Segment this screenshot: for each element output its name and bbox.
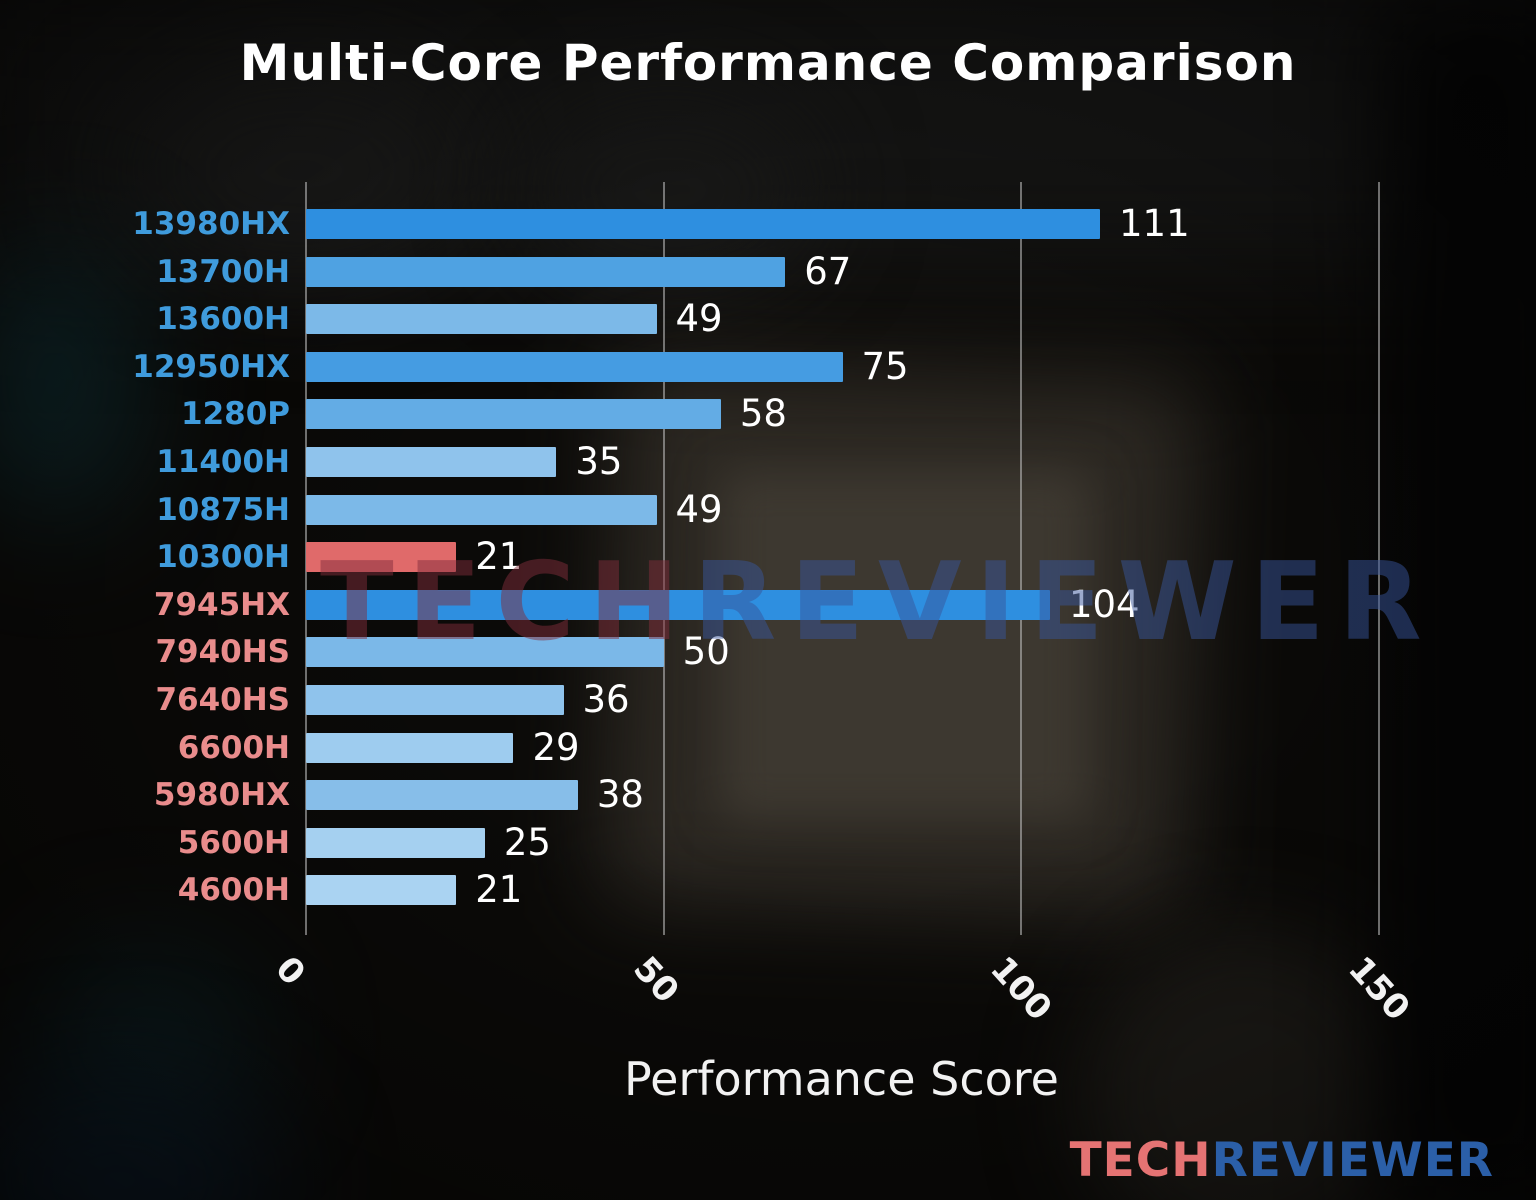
- chart-title: Multi-Core Performance Comparison: [239, 34, 1297, 92]
- value-label-5600H: 25: [503, 820, 551, 864]
- gridline-x-100: [1020, 182, 1023, 935]
- category-label-10875H: 10875H: [156, 491, 290, 528]
- category-label-7945HX: 7945HX: [153, 586, 290, 623]
- value-label-13700H: 67: [804, 249, 852, 293]
- bar-13700H: [306, 256, 786, 287]
- category-label-13700H: 13700H: [156, 253, 290, 290]
- category-label-12950HX: 12950HX: [132, 348, 290, 385]
- category-label-13600H: 13600H: [156, 301, 290, 338]
- value-label-4600H: 21: [475, 868, 523, 912]
- value-label-13600H: 49: [675, 297, 723, 341]
- bar-13980HX: [306, 209, 1101, 239]
- value-label-7640HS: 36: [582, 678, 630, 721]
- bar-6600H: [306, 732, 514, 763]
- category-label-6600H: 6600H: [177, 729, 290, 766]
- bar-13600H: [306, 304, 657, 335]
- bar-4600H: [306, 875, 457, 906]
- bar-7940HS: [306, 637, 664, 668]
- bar-10875H: [306, 494, 657, 525]
- value-label-13980HX: 111: [1119, 202, 1190, 245]
- category-label-7640HS: 7640HS: [155, 682, 290, 718]
- bar-7945HX: [306, 589, 1050, 620]
- category-label-5980HX: 5980HX: [153, 777, 290, 814]
- value-label-5980HX: 38: [596, 773, 644, 817]
- category-label-11400H: 11400H: [156, 444, 290, 480]
- category-label-1280P: 1280P: [181, 396, 290, 433]
- bar-5980HX: [306, 780, 578, 811]
- bar-1280P: [306, 399, 721, 430]
- value-label-12950HX: 75: [861, 344, 909, 388]
- bar-11400H: [306, 447, 557, 477]
- category-label-13980HX: 13980HX: [132, 206, 290, 242]
- logo-tech: TECH: [1069, 1133, 1212, 1188]
- bar-10300H: [306, 542, 457, 573]
- value-label-1280P: 58: [739, 392, 787, 436]
- value-label-7945HX: 104: [1068, 582, 1140, 626]
- gridline-x-150: [1378, 182, 1380, 935]
- logo-reviewer: REVIEWER: [1211, 1133, 1494, 1188]
- value-label-6600H: 29: [532, 725, 580, 769]
- techreviewer-logo: TECHREVIEWER: [1070, 1133, 1494, 1188]
- category-label-4600H: 4600H: [177, 872, 290, 909]
- bar-7640HS: [306, 685, 564, 715]
- category-label-5600H: 5600H: [177, 824, 290, 861]
- gridline-x-50: [662, 182, 665, 935]
- bar-12950HX: [306, 351, 843, 382]
- value-label-7940HS: 50: [682, 630, 730, 674]
- category-label-7940HS: 7940HS: [155, 634, 290, 671]
- value-label-11400H: 35: [575, 440, 623, 483]
- x-axis-label: Performance Score: [624, 1052, 1059, 1106]
- value-label-10300H: 21: [475, 535, 523, 579]
- category-label-10300H: 10300H: [156, 539, 290, 576]
- value-label-10875H: 49: [675, 487, 723, 531]
- bar-5600H: [306, 827, 485, 858]
